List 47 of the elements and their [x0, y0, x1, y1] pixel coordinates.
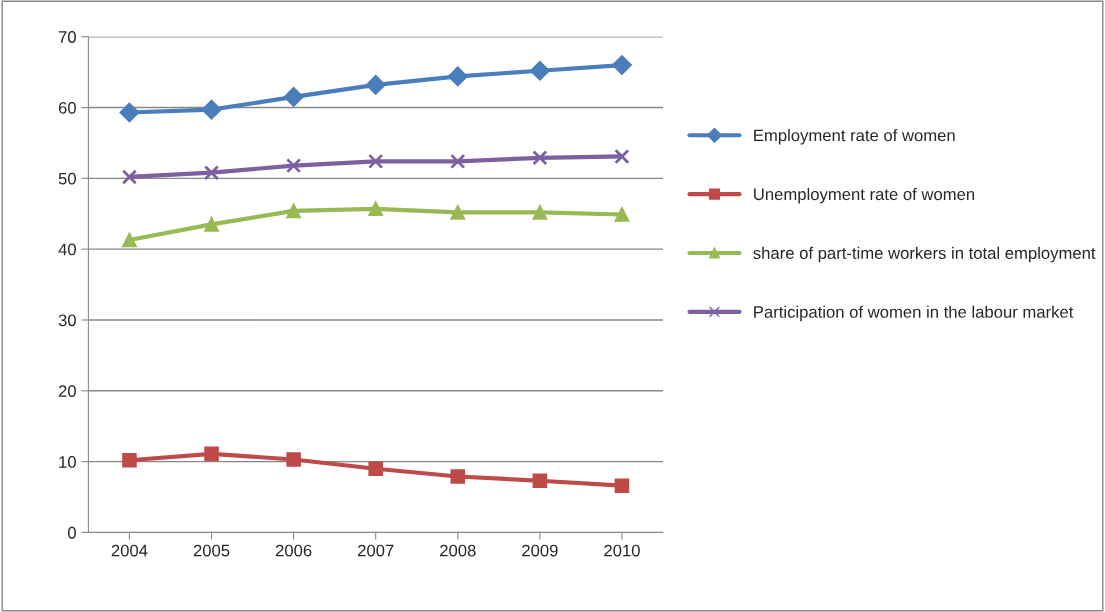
point: [614, 478, 630, 493]
y-tick-label: 50: [58, 172, 76, 185]
point: [203, 165, 220, 181]
point: [119, 102, 140, 123]
point: [612, 55, 632, 75]
x-tick-label: 2010: [604, 544, 640, 557]
x-tick-label: 2004: [111, 544, 148, 557]
y-tick-label: 70: [58, 31, 76, 43]
legend-label: share of part-time workers in total employment: [753, 246, 1096, 263]
point: [368, 461, 383, 476]
point: [204, 446, 219, 462]
y-tick-label: 10: [59, 456, 76, 468]
point: [532, 473, 548, 489]
point: [614, 148, 630, 165]
legend-label: Participation of women in the labour market: [754, 305, 1074, 322]
point: [201, 99, 222, 120]
x-tick-label: 2005: [193, 544, 230, 557]
point: [532, 150, 548, 166]
point: [365, 75, 386, 95]
y-tick-label: 60: [58, 101, 76, 114]
x-tick-label: 2009: [522, 544, 558, 557]
point: [368, 201, 383, 217]
y-tick-label: 40: [58, 243, 76, 256]
point: [447, 66, 468, 87]
point: [532, 205, 548, 220]
point: [450, 469, 466, 484]
point: [285, 157, 302, 174]
point: [283, 87, 304, 107]
x-tick-label: 2008: [440, 544, 476, 557]
point: [368, 153, 384, 169]
legend-label: Employment rate of women: [754, 129, 955, 145]
point: [286, 203, 301, 219]
point: [204, 217, 219, 232]
point: [122, 232, 137, 248]
point: [286, 452, 301, 467]
point: [450, 153, 466, 169]
point: [450, 205, 466, 220]
point: [121, 169, 138, 185]
y-tick-label: 0: [67, 526, 76, 539]
y-tick-label: 20: [58, 385, 76, 398]
x-tick-label: 2007: [358, 544, 394, 557]
point: [529, 60, 550, 81]
x-tick-label: 2006: [275, 544, 312, 557]
y-tick-label: 30: [58, 314, 76, 327]
legend-label: Unemployment rate of women: [754, 187, 975, 204]
point: [122, 452, 137, 468]
point: [614, 207, 630, 222]
